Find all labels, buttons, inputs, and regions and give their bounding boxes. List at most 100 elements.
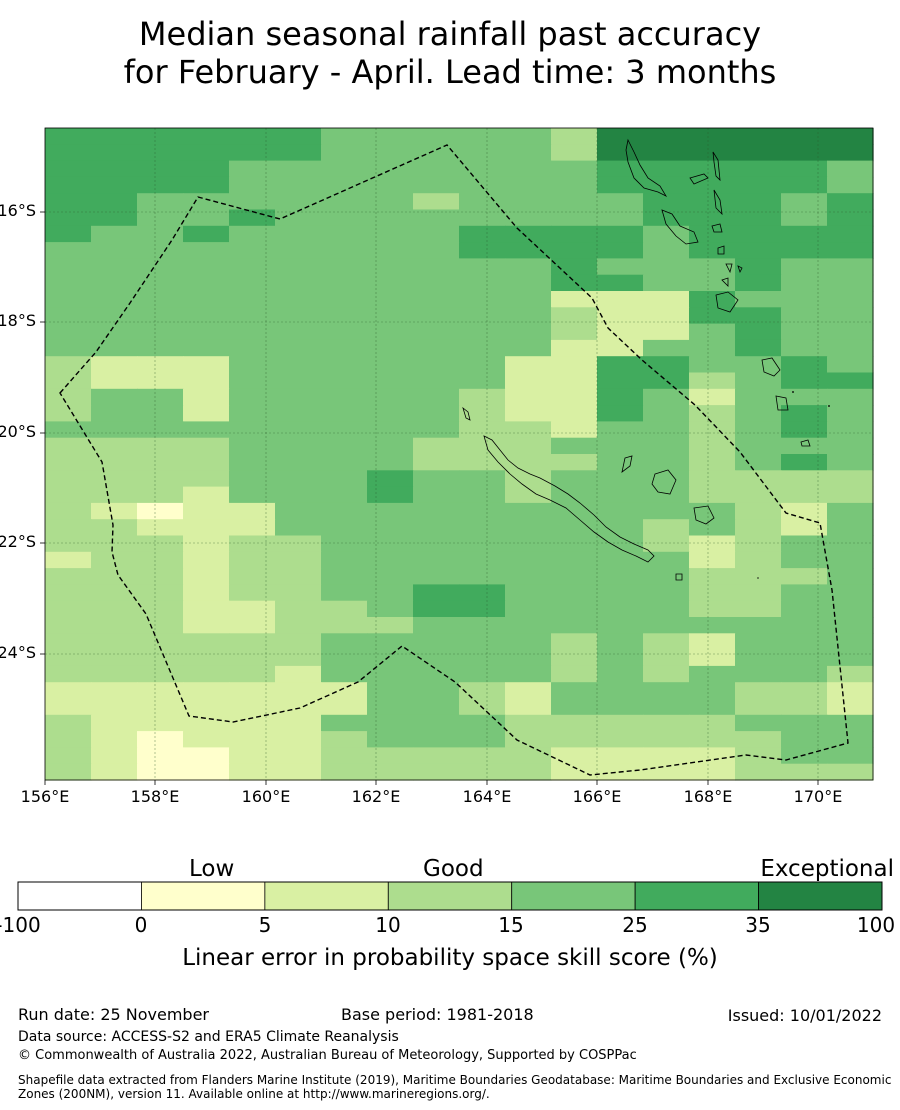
grid-cell: [137, 454, 184, 471]
grid-cell: [781, 584, 828, 602]
grid-cell: [275, 617, 322, 634]
grid-cell: [91, 258, 138, 276]
grid-cell: [597, 470, 644, 488]
grid-cell: [413, 698, 460, 716]
grid-cell: [275, 242, 322, 259]
grid-cell: [91, 617, 138, 634]
grid-cell: [183, 763, 230, 781]
grid-cell: [413, 600, 460, 618]
grid-cell: [321, 258, 368, 276]
grid-cell: [781, 128, 828, 145]
grid-cell: [597, 454, 644, 471]
grid-cell: [551, 568, 598, 585]
grid-cell: [413, 209, 460, 227]
grid-cell: [459, 405, 506, 422]
grid-cell: [45, 698, 92, 716]
grid-cell: [137, 731, 184, 748]
grid-cell: [367, 551, 414, 569]
lon-tick-166e: 166°E: [572, 787, 622, 806]
grid-cell: [45, 551, 92, 569]
grid-cell: [781, 356, 828, 374]
lat-tick-16s: 16°S: [0, 201, 36, 220]
grid-cell: [275, 307, 322, 325]
grid-cell: [321, 486, 368, 504]
grid-cell: [551, 291, 598, 308]
grid-cell: [459, 519, 506, 537]
grid-cell: [735, 405, 782, 422]
grid-cell: [597, 307, 644, 325]
grid-cell: [505, 307, 552, 325]
grid-cell: [137, 388, 184, 406]
grid-cell: [45, 486, 92, 504]
grid-cell: [367, 209, 414, 227]
grid-cell: [459, 388, 506, 406]
grid-cell: [413, 633, 460, 651]
grid-cell: [459, 339, 506, 357]
grid-cell: [781, 307, 828, 325]
grid-cell: [413, 437, 460, 455]
grid-cell: [183, 617, 230, 634]
grid-cell: [183, 502, 230, 520]
grid-cell: [551, 421, 598, 439]
grid-cell: [45, 714, 92, 732]
grid-cell: [137, 665, 184, 683]
grid-cell: [551, 356, 598, 374]
grid-cell: [321, 535, 368, 553]
grid-cell: [827, 584, 874, 602]
grid-cell: [91, 128, 138, 145]
grid-cell: [827, 258, 874, 276]
grid-cell: [183, 209, 230, 227]
grid-cell: [321, 128, 368, 145]
grid-cell: [827, 551, 874, 569]
grid-cell: [91, 600, 138, 618]
grid-cell: [321, 339, 368, 357]
grid-cell: [689, 339, 736, 357]
grid-cell: [459, 486, 506, 504]
grid-cell: [91, 160, 138, 178]
grid-cell: [459, 617, 506, 634]
grid-cell: [367, 731, 414, 748]
grid-cell: [459, 356, 506, 374]
grid-cell: [643, 551, 690, 569]
grid-cell: [413, 617, 460, 634]
grid-cell: [275, 747, 322, 765]
category-good: Good: [423, 856, 484, 882]
grid-cell: [505, 600, 552, 618]
grid-cell: [275, 535, 322, 553]
grid-cell: [597, 323, 644, 341]
grid-cell: [735, 291, 782, 308]
grid-cell: [91, 763, 138, 781]
grid-cell: [91, 584, 138, 602]
grid-cell: [321, 144, 368, 162]
new-caledonia-outline: [483, 435, 655, 563]
grid-cell: [781, 323, 828, 341]
grid-cell: [413, 307, 460, 325]
grid-cell: [597, 649, 644, 667]
grid-cell: [827, 763, 874, 781]
grid-cell: [91, 242, 138, 259]
grid-cell: [229, 144, 276, 162]
grid-cell: [643, 714, 690, 732]
grid-cell: [735, 486, 782, 504]
grid-cell: [45, 225, 92, 243]
grid-cell: [91, 225, 138, 243]
grid-cell: [45, 584, 92, 602]
colorbar-tick: 100: [856, 913, 896, 937]
grid-cell: [735, 193, 782, 211]
grid-cell: [551, 731, 598, 748]
grid-cell: [689, 356, 736, 374]
aneityum-outline: [800, 439, 811, 447]
grid-cell: [689, 225, 736, 243]
grid-cell: [91, 388, 138, 406]
grid-cell: [551, 714, 598, 732]
grid-cell: [643, 225, 690, 243]
lat-tick-18s: 18°S: [0, 311, 36, 330]
grid-cell: [45, 519, 92, 537]
map-frame: [44, 127, 874, 781]
grid-cell: [321, 193, 368, 211]
grid-cell: [183, 193, 230, 211]
grid-cell: [689, 568, 736, 585]
grid-cell: [505, 437, 552, 455]
grid-cell: [137, 649, 184, 667]
grid-cell: [689, 698, 736, 716]
